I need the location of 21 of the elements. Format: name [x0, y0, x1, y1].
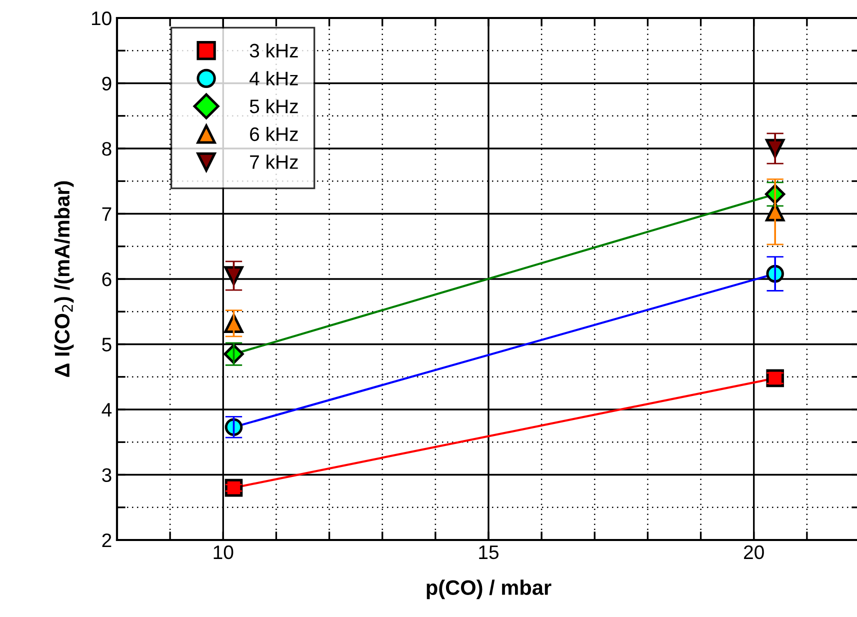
y-tick-label: 5	[102, 338, 112, 352]
y-axis-title: Δ I(CO$_{2}$) /(mA/mbar)	[54, 181, 74, 377]
y-tick-label: 10	[92, 11, 112, 26]
x-tick-label: 20	[744, 545, 764, 560]
y-tick-label: 3	[102, 468, 112, 482]
legend-label: 4 kHz	[250, 71, 298, 86]
legend-label: 6 kHz	[250, 126, 298, 142]
legend-label: 7 kHz	[250, 154, 298, 169]
y-tick-label: 4	[102, 403, 112, 417]
x-tick-label: 10	[214, 545, 234, 560]
x-axis-title: p(CO) / mbar	[426, 580, 552, 600]
y-tick-label: 2	[102, 533, 112, 548]
legend-label: 3 kHz	[250, 43, 298, 58]
y-tick-label: 9	[102, 76, 112, 90]
legend-label: 5 kHz	[250, 98, 298, 114]
y-tick-label: 6	[102, 272, 112, 286]
y-tick-label: 7	[102, 207, 112, 221]
point	[224, 266, 244, 286]
y-tick-label: 8	[102, 142, 112, 156]
x-tick-label: 15	[479, 546, 498, 560]
point	[224, 314, 244, 333]
